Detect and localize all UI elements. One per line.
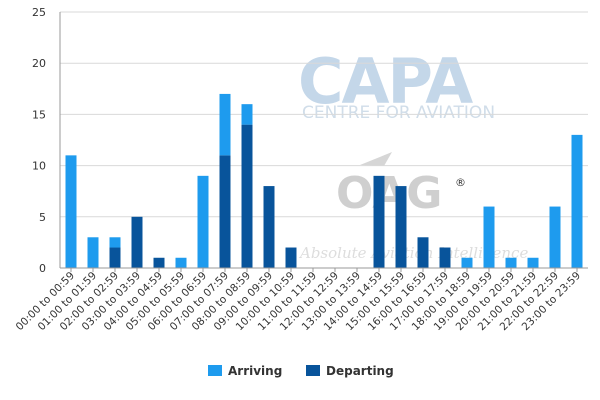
bar-arriving bbox=[483, 206, 495, 268]
bar-arriving bbox=[461, 257, 473, 268]
y-tick-label: 5 bbox=[39, 211, 46, 224]
y-tick-label: 0 bbox=[39, 262, 46, 275]
x-axis bbox=[59, 12, 588, 269]
capa-watermark: CAPA bbox=[298, 45, 473, 118]
bar-departing bbox=[285, 247, 297, 268]
bar-arriving bbox=[505, 257, 517, 268]
legend-label: Departing bbox=[326, 364, 394, 378]
y-tick-label: 20 bbox=[32, 57, 46, 70]
legend: Arriving Departing bbox=[208, 364, 394, 378]
bar-arriving bbox=[87, 237, 99, 268]
bar-arriving bbox=[527, 257, 539, 268]
oag-swoosh-icon bbox=[360, 152, 392, 166]
bar-departing bbox=[109, 247, 115, 268]
oag-watermark: OAG bbox=[336, 168, 442, 219]
y-tick-label: 10 bbox=[32, 160, 46, 173]
watermark: CAPA CENTRE FOR AVIATION OAG ® Absolute … bbox=[298, 45, 528, 262]
bar-arriving bbox=[219, 93, 231, 156]
bar-departing bbox=[131, 216, 143, 268]
bar-arriving bbox=[241, 104, 253, 125]
centre-watermark: CENTRE FOR AVIATION bbox=[302, 103, 495, 123]
bar-arriving bbox=[571, 134, 583, 268]
oag-registered-mark: ® bbox=[455, 176, 466, 189]
bar-departing bbox=[241, 124, 247, 268]
bar-departing bbox=[247, 124, 253, 268]
bar-departing bbox=[439, 247, 451, 268]
y-tick-label: 25 bbox=[32, 6, 46, 19]
legend-swatch bbox=[306, 365, 320, 376]
absolute-watermark: Absolute Aviation Intelligence bbox=[298, 244, 528, 262]
bar-arriving bbox=[175, 257, 187, 268]
legend-label: Arriving bbox=[228, 364, 282, 378]
bar-departing bbox=[153, 257, 165, 268]
bar-arriving bbox=[197, 175, 209, 268]
bars bbox=[65, 93, 583, 268]
bar-departing bbox=[219, 155, 225, 268]
bar-departing bbox=[263, 186, 275, 268]
gridlines bbox=[60, 11, 588, 218]
bar-departing bbox=[417, 237, 429, 268]
bar-departing bbox=[225, 155, 231, 268]
y-tick-label: 15 bbox=[32, 108, 46, 121]
legend-swatch bbox=[208, 365, 222, 376]
bar-arriving bbox=[549, 206, 561, 268]
bar-departing bbox=[373, 175, 385, 268]
oag-logo-icon: OAG ® bbox=[336, 152, 466, 219]
bar-departing bbox=[395, 186, 407, 268]
y-axis-ticks: 0 5 10 15 20 25 bbox=[32, 6, 46, 275]
bar-arriving bbox=[65, 155, 77, 268]
bar-arriving bbox=[109, 237, 121, 248]
bar-departing bbox=[115, 247, 121, 268]
